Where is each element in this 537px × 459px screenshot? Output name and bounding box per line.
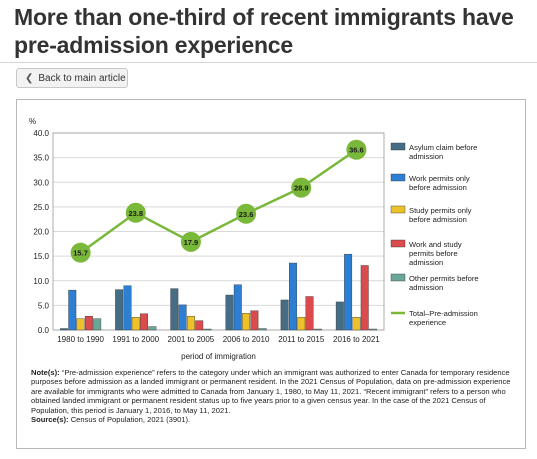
bar-4 <box>84 316 93 331</box>
bar-1 <box>115 289 124 331</box>
legend-swatch <box>390 142 406 151</box>
y-axis-unit-label: % <box>29 117 36 126</box>
legend-label: Other permits before admission <box>409 274 479 292</box>
total-data-label: 28.9 <box>294 184 309 193</box>
bar-3 <box>76 318 85 331</box>
y-tick-label: 40.0 <box>33 129 49 138</box>
bar-2 <box>123 285 132 331</box>
y-tick-label: 25.0 <box>33 203 49 212</box>
bar-3 <box>131 316 140 331</box>
bar-5 <box>203 328 212 331</box>
note-label: Note(s): <box>31 368 60 377</box>
legend-swatch <box>390 273 406 282</box>
y-tick-label: 30.0 <box>33 178 49 187</box>
x-tick-label: 1991 to 2000 <box>112 335 159 344</box>
chart-svg: % 0.0 5.0 10.0 15.0 20.0 25.0 30.0 35.0 40.0 15.7… <box>29 117 479 361</box>
legend-label: Asylum claim before admission <box>409 143 477 161</box>
legend-label: Work and study permits before admission <box>409 240 462 267</box>
note-text: “Pre-admission experience” refers to the… <box>31 368 511 415</box>
total-point <box>70 242 91 263</box>
bar-4 <box>140 313 149 331</box>
total-line: 15.7 23.8 17.9 23.6 28.9 36.6 <box>70 139 367 263</box>
total-data-label: 17.9 <box>184 238 199 247</box>
plot-frame <box>52 132 385 331</box>
bar-1 <box>60 328 68 331</box>
bar-4 <box>360 265 369 331</box>
legend-label: Work permits only before admission <box>409 174 470 192</box>
x-axis: 1980 to 1990 1991 to 2000 2001 to 2005 2006… <box>57 335 380 361</box>
bar-1 <box>170 288 179 331</box>
x-tick-label: 1980 to 1990 <box>57 335 104 344</box>
legend-swatch <box>390 239 406 248</box>
legend-label: Total–Pre-admission experience <box>409 309 478 327</box>
y-tick-label: 35.0 <box>33 154 49 163</box>
total-data-label: 15.7 <box>73 249 88 258</box>
total-series-line <box>79 148 358 254</box>
bar-5 <box>369 328 377 331</box>
legend-label: Study permits only before admission <box>409 206 472 224</box>
source-paragraph: Source(s): Census of Population, 2021 (3… <box>31 415 517 424</box>
bar-1 <box>280 299 289 331</box>
bar-3 <box>242 313 251 331</box>
bar-3 <box>297 316 306 331</box>
y-tick-label: 15.0 <box>33 252 49 261</box>
bar-2 <box>233 284 242 331</box>
x-tick-label: 2006 to 2010 <box>223 335 270 344</box>
total-point <box>236 203 257 224</box>
bar-2 <box>289 262 297 331</box>
source-label: Source(s): <box>31 415 69 425</box>
back-to-main-article-button[interactable]: ❮ Back to main article <box>16 68 128 88</box>
source-text: Census of Population, 2021 (3901). <box>70 415 191 425</box>
title-divider <box>0 62 537 63</box>
total-point <box>125 202 146 223</box>
page-title: More than one-third of recent immigrants… <box>14 4 514 58</box>
bar-1 <box>335 301 344 331</box>
back-button-label: Back to main article <box>38 73 126 84</box>
y-axis: % 0.0 5.0 10.0 15.0 20.0 25.0 30.0 35.0 40.0 <box>29 117 385 335</box>
chart-figure: % 0.0 5.0 10.0 15.0 20.0 25.0 30.0 35.0 40.0 15.7… <box>16 99 526 449</box>
y-tick-label: 20.0 <box>33 228 49 237</box>
x-tick-label: 2001 to 2005 <box>168 335 215 344</box>
y-tick-label: 0.0 <box>38 326 50 335</box>
chart-notes: Note(s): “Pre-admission experience” refe… <box>31 368 517 424</box>
total-data-label: 36.6 <box>349 146 364 155</box>
bar-3 <box>352 316 361 331</box>
total-point <box>291 177 312 198</box>
bar-1 <box>225 294 234 331</box>
x-tick-label: 2016 to 2021 <box>333 335 380 344</box>
bar-4 <box>305 296 314 331</box>
chevron-left-icon: ❮ <box>25 73 34 84</box>
bar-2 <box>178 304 187 331</box>
legend: Asylum claim before admission Work permits… <box>390 142 479 327</box>
bar-4 <box>250 310 259 331</box>
bar-5 <box>313 328 322 331</box>
x-tick-label: 2011 to 2015 <box>278 335 325 344</box>
gridlines <box>53 132 384 331</box>
total-data-label: 23.8 <box>128 209 143 218</box>
y-tick-label: 5.0 <box>38 301 50 310</box>
total-point <box>346 139 367 160</box>
legend-swatch <box>390 173 406 182</box>
bar-2 <box>68 289 77 331</box>
bar-5 <box>258 328 267 331</box>
legend-swatch <box>390 205 406 214</box>
x-axis-title: period of immigration <box>181 352 256 361</box>
bars <box>60 253 377 331</box>
bar-2 <box>344 253 353 331</box>
total-point <box>180 231 201 252</box>
note-paragraph: Note(s): “Pre-admission experience” refe… <box>31 368 517 415</box>
bar-3 <box>186 316 195 331</box>
bar-4 <box>195 320 204 331</box>
total-data-label: 23.6 <box>239 210 254 219</box>
y-tick-label: 10.0 <box>33 277 49 286</box>
bar-5 <box>148 326 157 331</box>
bar-5 <box>93 318 102 331</box>
